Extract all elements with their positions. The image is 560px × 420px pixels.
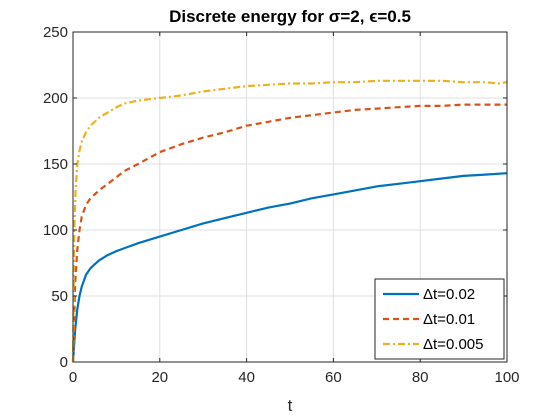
x-tick-label: 60 [325,369,342,386]
series-line-2 [71,79,508,363]
x-tick-label: 40 [238,369,255,386]
series-lines [71,79,508,363]
x-tick-label: 20 [151,369,168,386]
series-line-0 [71,172,508,363]
y-tick-label: 50 [51,288,68,305]
x-axis-label: t [288,396,293,415]
legend-label-1: Δt=0.01 [423,311,475,328]
x-tick-label: 0 [69,369,77,386]
chart-title: Discrete energy for σ=2, ϵ=0.5 [169,7,411,26]
grid-lines [72,31,508,363]
y-tick-label: 100 [43,222,68,239]
y-tick-label: 150 [43,156,68,173]
x-tick-label: 100 [494,369,519,386]
y-tick-label: 200 [43,90,68,107]
y-tick-label: 250 [43,24,68,41]
legend-label-0: Δt=0.02 [423,286,475,303]
legend: Δt=0.02 Δt=0.01 Δt=0.005 [374,278,505,360]
legend-label-2: Δt=0.005 [423,336,483,353]
y-tick-label: 0 [60,354,68,371]
axis-ticks: 0 20 40 60 80 100 0 50 100 150 200 250 [43,24,520,386]
series-line-1 [71,103,507,363]
x-tick-label: 80 [412,369,429,386]
plot-frame [72,31,508,363]
